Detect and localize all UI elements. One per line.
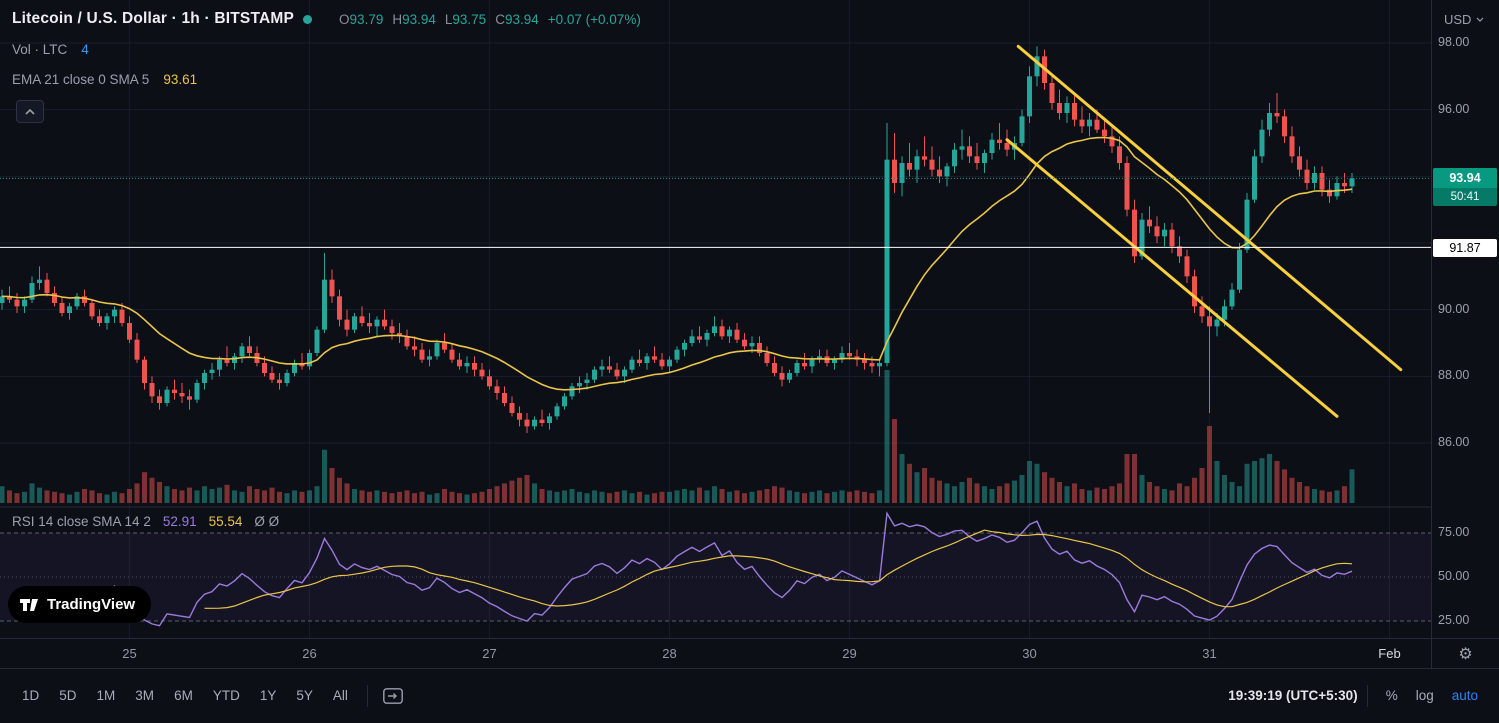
time-axis[interactable]: 25 26 27 28 29 30 31 Feb bbox=[0, 638, 1499, 669]
go-to-date-button[interactable] bbox=[377, 684, 409, 708]
high-label: H bbox=[392, 11, 403, 27]
axis-settings-corner: ⚙ bbox=[1432, 639, 1499, 668]
range-button-all[interactable]: All bbox=[323, 683, 358, 708]
percent-scale-toggle[interactable]: % bbox=[1385, 688, 1398, 703]
market-status-dot-icon bbox=[303, 14, 313, 24]
time-axis-label: 27 bbox=[482, 646, 497, 661]
ema-legend-label: EMA 21 close 0 SMA 5 bbox=[12, 72, 150, 87]
volume-legend-label: Vol · LTC bbox=[12, 42, 68, 57]
range-button-1d[interactable]: 1D bbox=[12, 683, 49, 708]
ema-line bbox=[1, 136, 1353, 391]
chevron-up-icon bbox=[25, 108, 35, 115]
currency-unit-label: USD bbox=[1444, 12, 1472, 27]
range-button-ytd[interactable]: YTD bbox=[203, 683, 250, 708]
last-price-value: 93.94 bbox=[1433, 168, 1497, 188]
toolbar-divider bbox=[1366, 684, 1368, 707]
trendlines bbox=[1005, 44, 1403, 418]
price-axis-separator bbox=[1431, 0, 1432, 668]
volume-bars bbox=[0, 370, 1355, 503]
price-chart-canvas[interactable] bbox=[0, 0, 1431, 638]
price-axis-label: 96.00 bbox=[1438, 101, 1470, 116]
ema bbox=[1, 136, 1353, 391]
rsi-legend-value: 52.91 bbox=[162, 514, 197, 529]
rsi-sma-legend-value: 55.54 bbox=[208, 514, 243, 529]
rsi-legend-label: RSI 14 close SMA 14 2 bbox=[12, 514, 151, 529]
ohlc-values: O93.79 H93.94 L93.75 C93.94 +0.07 (+0.07… bbox=[339, 12, 641, 27]
rsi-lines bbox=[106, 511, 1353, 627]
time-axis-label: 30 bbox=[1022, 646, 1037, 661]
rsi-legend-extra: Ø Ø bbox=[254, 514, 280, 529]
currency-unit-selector[interactable]: USD bbox=[1444, 12, 1484, 27]
open-value: 93.79 bbox=[349, 11, 384, 27]
range-button-5d[interactable]: 5D bbox=[49, 683, 86, 708]
toolbar-divider bbox=[366, 684, 368, 707]
low-label: L bbox=[444, 11, 453, 27]
range-button-1y[interactable]: 1Y bbox=[250, 683, 287, 708]
collapse-legend-button[interactable] bbox=[16, 100, 44, 123]
bottom-toolbar: 1D 5D 1M 3M 6M YTD 1Y 5Y All 19:39:19 (U… bbox=[0, 668, 1499, 722]
high-value: 93.94 bbox=[402, 11, 436, 27]
log-scale-toggle[interactable]: log bbox=[1415, 688, 1434, 703]
volume-legend-value: 4 bbox=[81, 42, 89, 57]
price-axis-label: 98.00 bbox=[1438, 35, 1470, 49]
range-button-1m[interactable]: 1M bbox=[87, 683, 126, 708]
change-value: +0.07 (+0.07%) bbox=[547, 11, 641, 27]
bar-countdown: 50:41 bbox=[1433, 188, 1497, 206]
symbol-legend: Litecoin / U.S. Dollar · 1h · BITSTAMP O… bbox=[12, 10, 641, 28]
volume-legend[interactable]: Vol · LTC 4 bbox=[12, 42, 89, 57]
price-line-badge: 91.87 bbox=[1433, 239, 1497, 257]
price-axis-label: 50.00 bbox=[1438, 569, 1470, 583]
tradingview-logo[interactable]: TradingView bbox=[8, 586, 152, 623]
settings-gear-icon[interactable]: ⚙ bbox=[1458, 645, 1473, 663]
price-axis-label: 75.00 bbox=[1438, 525, 1470, 539]
tradingview-logo-icon bbox=[20, 598, 38, 611]
rsi-sma-line bbox=[204, 529, 1353, 609]
ema-legend[interactable]: EMA 21 close 0 SMA 5 93.61 bbox=[12, 72, 197, 87]
last-price-badge: 93.94 50:41 bbox=[1433, 168, 1497, 206]
chevron-down-icon bbox=[1477, 17, 1484, 22]
open-label: O bbox=[339, 11, 350, 27]
clock-timezone[interactable]: 19:39:19 (UTC+5:30) bbox=[1228, 688, 1358, 703]
close-label: C bbox=[495, 11, 505, 27]
symbol-title[interactable]: Litecoin / U.S. Dollar · 1h · BITSTAMP bbox=[12, 10, 295, 27]
range-button-3m[interactable]: 3M bbox=[125, 683, 164, 708]
time-axis-label: 25 bbox=[122, 646, 137, 661]
time-axis-label: Feb bbox=[1378, 646, 1401, 661]
auto-scale-toggle[interactable]: auto bbox=[1451, 688, 1478, 703]
go-to-date-icon bbox=[382, 687, 403, 704]
range-button-6m[interactable]: 6M bbox=[164, 683, 203, 708]
tradingview-logo-text: TradingView bbox=[47, 596, 136, 613]
price-axis-label: 86.00 bbox=[1438, 435, 1470, 449]
close-value: 93.94 bbox=[504, 11, 539, 27]
ema-legend-value: 93.61 bbox=[163, 72, 198, 87]
price-axis-label: 25.00 bbox=[1438, 613, 1470, 627]
candles bbox=[0, 46, 1355, 433]
rsi-legend[interactable]: RSI 14 close SMA 14 2 52.91 55.54 Ø Ø bbox=[12, 514, 279, 529]
price-lines bbox=[0, 177, 1431, 248]
time-axis-label: 29 bbox=[842, 646, 857, 661]
time-axis-label: 26 bbox=[302, 646, 317, 661]
time-axis-label: 31 bbox=[1202, 646, 1217, 661]
grid-horizontal bbox=[0, 42, 1431, 444]
range-button-5y[interactable]: 5Y bbox=[286, 683, 323, 708]
time-axis-label: 28 bbox=[662, 646, 677, 661]
price-axis-label: 88.00 bbox=[1438, 368, 1470, 383]
low-value: 93.75 bbox=[452, 11, 487, 27]
price-axis-label: 90.00 bbox=[1438, 301, 1470, 316]
rsi-line bbox=[106, 511, 1353, 627]
